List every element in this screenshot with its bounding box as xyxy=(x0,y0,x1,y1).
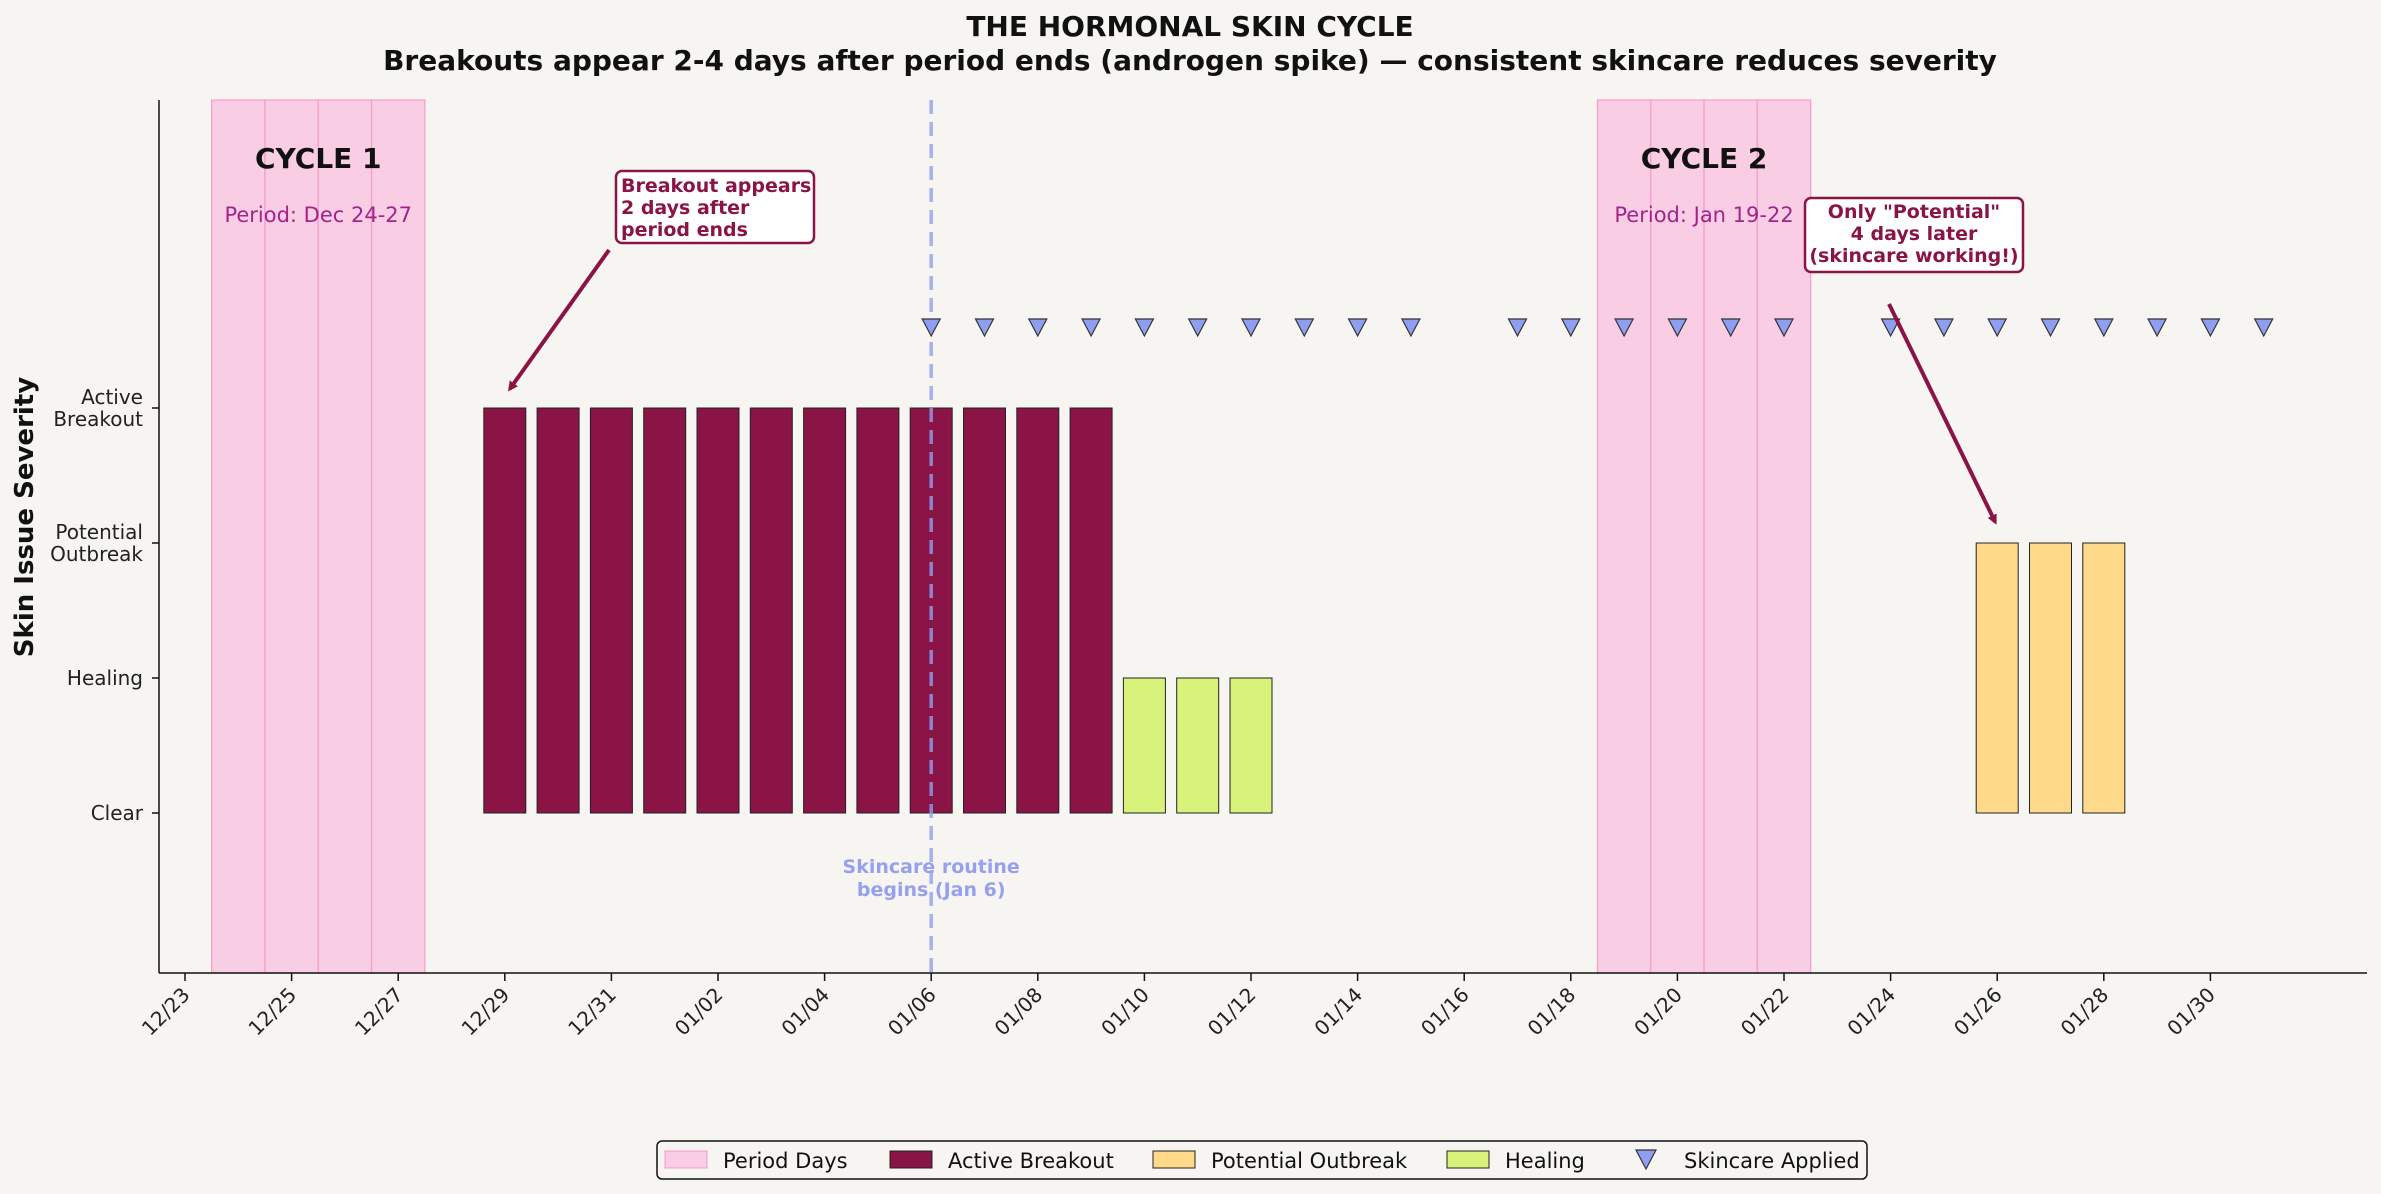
skincare-marker xyxy=(2147,318,2168,338)
period-day-band xyxy=(264,99,319,974)
y-tick-label: Active Breakout xyxy=(53,385,143,431)
annotation-text: Only "Potential" 4 days later (skincare wo… xyxy=(1809,201,2018,267)
annotation-arrow xyxy=(1887,303,1997,525)
skincare-marker xyxy=(1187,318,1208,338)
skincare-marker xyxy=(1614,318,1635,338)
skincare-marker xyxy=(1720,318,1741,338)
legend-swatch xyxy=(1152,1150,1196,1169)
skincare-marker xyxy=(921,318,942,338)
skincare-marker xyxy=(1027,318,1048,338)
bar xyxy=(856,407,900,814)
period-day-band xyxy=(1756,99,1812,974)
annotations: Breakout appears 2 days after period ends O… xyxy=(508,169,2025,525)
skincare-marker xyxy=(1987,318,2008,338)
skincare-markers: Skincare routine begins (Jan 6) xyxy=(843,100,2274,973)
bar xyxy=(749,407,793,814)
skincare-marker xyxy=(1880,318,1901,338)
y-axis-label: Skin Issue Severity xyxy=(10,377,40,657)
legend-label: Potential Outbreak xyxy=(1211,1149,1408,1173)
y-tick-label: Potential Outbreak xyxy=(50,520,143,566)
period-bands: CYCLE 1 Period: Dec 24-27 CYCLE 2 Period: J… xyxy=(211,99,1812,974)
bars xyxy=(483,407,2126,814)
skincare-marker xyxy=(974,318,995,338)
legend-swatch xyxy=(664,1150,708,1169)
bar xyxy=(2029,542,2072,814)
skincare-marker xyxy=(1507,318,1528,338)
cycle-label: CYCLE 2 xyxy=(1641,142,1768,175)
legend-label: Period Days xyxy=(723,1149,848,1173)
legend-swatch xyxy=(1446,1150,1490,1169)
period-day-band xyxy=(370,99,426,974)
skincare-marker xyxy=(2093,318,2114,338)
legend-label: Active Breakout xyxy=(948,1149,1114,1173)
bar xyxy=(1069,407,1113,814)
bar xyxy=(1016,407,1060,814)
y-tick-label: Healing xyxy=(67,666,143,690)
annotation-box xyxy=(614,169,816,245)
skincare-marker xyxy=(1294,318,1315,338)
skincare-marker xyxy=(1400,318,1421,338)
axes xyxy=(158,100,2367,974)
legend-box xyxy=(656,1140,1868,1180)
period-range-label: Period: Jan 19-22 xyxy=(1614,203,1793,227)
period-range-label: Period: Dec 24-27 xyxy=(224,203,412,227)
chart-subtitle: Breakouts appear 2-4 days after period e… xyxy=(383,44,1997,77)
period-day-band xyxy=(317,99,373,974)
bar xyxy=(1975,542,2019,814)
period-day-band xyxy=(1596,99,1652,974)
skincare-marker xyxy=(1081,318,1102,338)
legend-label: Healing xyxy=(1505,1149,1585,1173)
legend-marker xyxy=(1635,1149,1657,1171)
bar xyxy=(2082,542,2126,814)
skincare-marker xyxy=(1347,318,1368,338)
period-day-band xyxy=(211,99,266,974)
annotation-box xyxy=(1803,196,2025,274)
skincare-start-label: Skincare routine begins (Jan 6) xyxy=(843,856,1020,901)
legend-swatch xyxy=(889,1150,933,1169)
skincare-marker xyxy=(1560,318,1581,338)
skincare-marker xyxy=(2200,318,2221,338)
period-day-band xyxy=(1650,99,1705,974)
bar xyxy=(963,407,1006,814)
bar xyxy=(1122,677,1166,814)
legend-label: Skincare Applied xyxy=(1684,1149,1860,1173)
bar xyxy=(536,407,580,814)
skincare-marker xyxy=(2253,318,2274,338)
bar xyxy=(803,407,847,814)
skincare-marker xyxy=(2040,318,2061,338)
bar xyxy=(483,407,527,814)
annotation-text: Breakout appears 2 days after period ends xyxy=(621,175,811,241)
period-day-band xyxy=(1703,99,1758,974)
skincare-marker xyxy=(1134,318,1155,338)
bar xyxy=(643,407,687,814)
y-ticks: Clear Healing Potential Outbreak Active Break… xyxy=(50,385,159,825)
bar xyxy=(696,407,740,814)
bar xyxy=(1229,677,1273,814)
chart-title: THE HORMONAL SKIN CYCLE xyxy=(966,10,1413,43)
skincare-marker xyxy=(1241,318,1261,338)
y-tick-label: Clear xyxy=(91,801,144,825)
legend: Period Days Active Breakout Potential Outb… xyxy=(656,1140,1868,1180)
bar xyxy=(589,407,633,814)
cycle-label: CYCLE 1 xyxy=(255,142,382,175)
skincare-marker xyxy=(1667,318,1688,338)
annotation-arrow xyxy=(508,248,611,392)
skincare-marker xyxy=(1774,318,1794,338)
skincare-marker xyxy=(1933,318,1954,338)
bar xyxy=(1176,677,1220,814)
